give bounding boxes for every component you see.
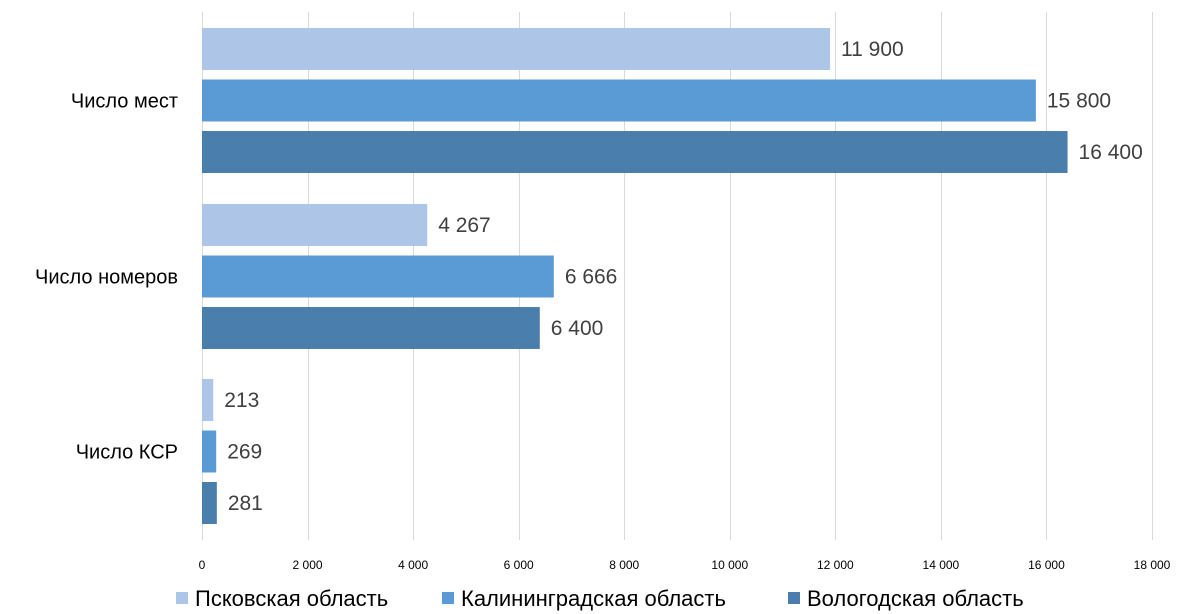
x-tick-label: 8 000 (609, 558, 639, 572)
bar (202, 131, 1068, 173)
legend-swatch (788, 592, 800, 604)
bar (202, 482, 217, 524)
x-tick-label: 4 000 (398, 558, 428, 572)
category-label: Число мест (71, 91, 178, 113)
legend-swatch (442, 592, 454, 604)
x-axis-ticks: 0 2 000 4 000 6 000 8 000 10 000 12 000 14 000 1… (199, 558, 1171, 572)
x-tick-label: 10 000 (711, 558, 748, 572)
category-label: Число номеров (35, 267, 178, 289)
x-tick-label: 14 000 (923, 558, 960, 572)
data-label: 16 400 (1079, 141, 1143, 164)
data-label: 11 900 (841, 38, 904, 61)
data-label: 281 (228, 492, 263, 515)
category-labels: Число мест Число номеров Число КСР (35, 91, 178, 464)
data-label: 6 400 (551, 317, 604, 340)
category-label: Число КСР (76, 442, 178, 464)
x-tick-label: 16 000 (1028, 558, 1065, 572)
bars (202, 28, 1068, 524)
x-tick-label: 6 000 (504, 558, 534, 572)
legend: Псковская область Калининградская область… (176, 586, 1024, 611)
bar (202, 379, 214, 421)
bar (202, 79, 1036, 122)
x-tick-label: 0 (199, 558, 206, 572)
data-label: 269 (227, 441, 262, 464)
data-labels: 11 900 15 800 16 400 4 267 6 666 6 400 213 269 2… (224, 38, 1143, 515)
x-tick-label: 2 000 (293, 558, 323, 572)
legend-entry: Вологодская область (807, 586, 1024, 611)
bar (202, 307, 540, 349)
legend-entry: Псковская область (195, 586, 388, 611)
data-label: 15 800 (1047, 90, 1111, 113)
data-label: 213 (224, 389, 259, 412)
x-tick-label: 12 000 (817, 558, 854, 572)
bar (202, 204, 428, 246)
bar (202, 28, 831, 70)
bar (202, 255, 554, 298)
legend-entry: Калининградская область (461, 586, 726, 611)
legend-swatch (176, 592, 188, 604)
data-label: 6 666 (565, 266, 618, 289)
bar (202, 430, 217, 473)
data-label: 4 267 (438, 214, 491, 237)
x-tick-label: 18 000 (1134, 558, 1171, 572)
